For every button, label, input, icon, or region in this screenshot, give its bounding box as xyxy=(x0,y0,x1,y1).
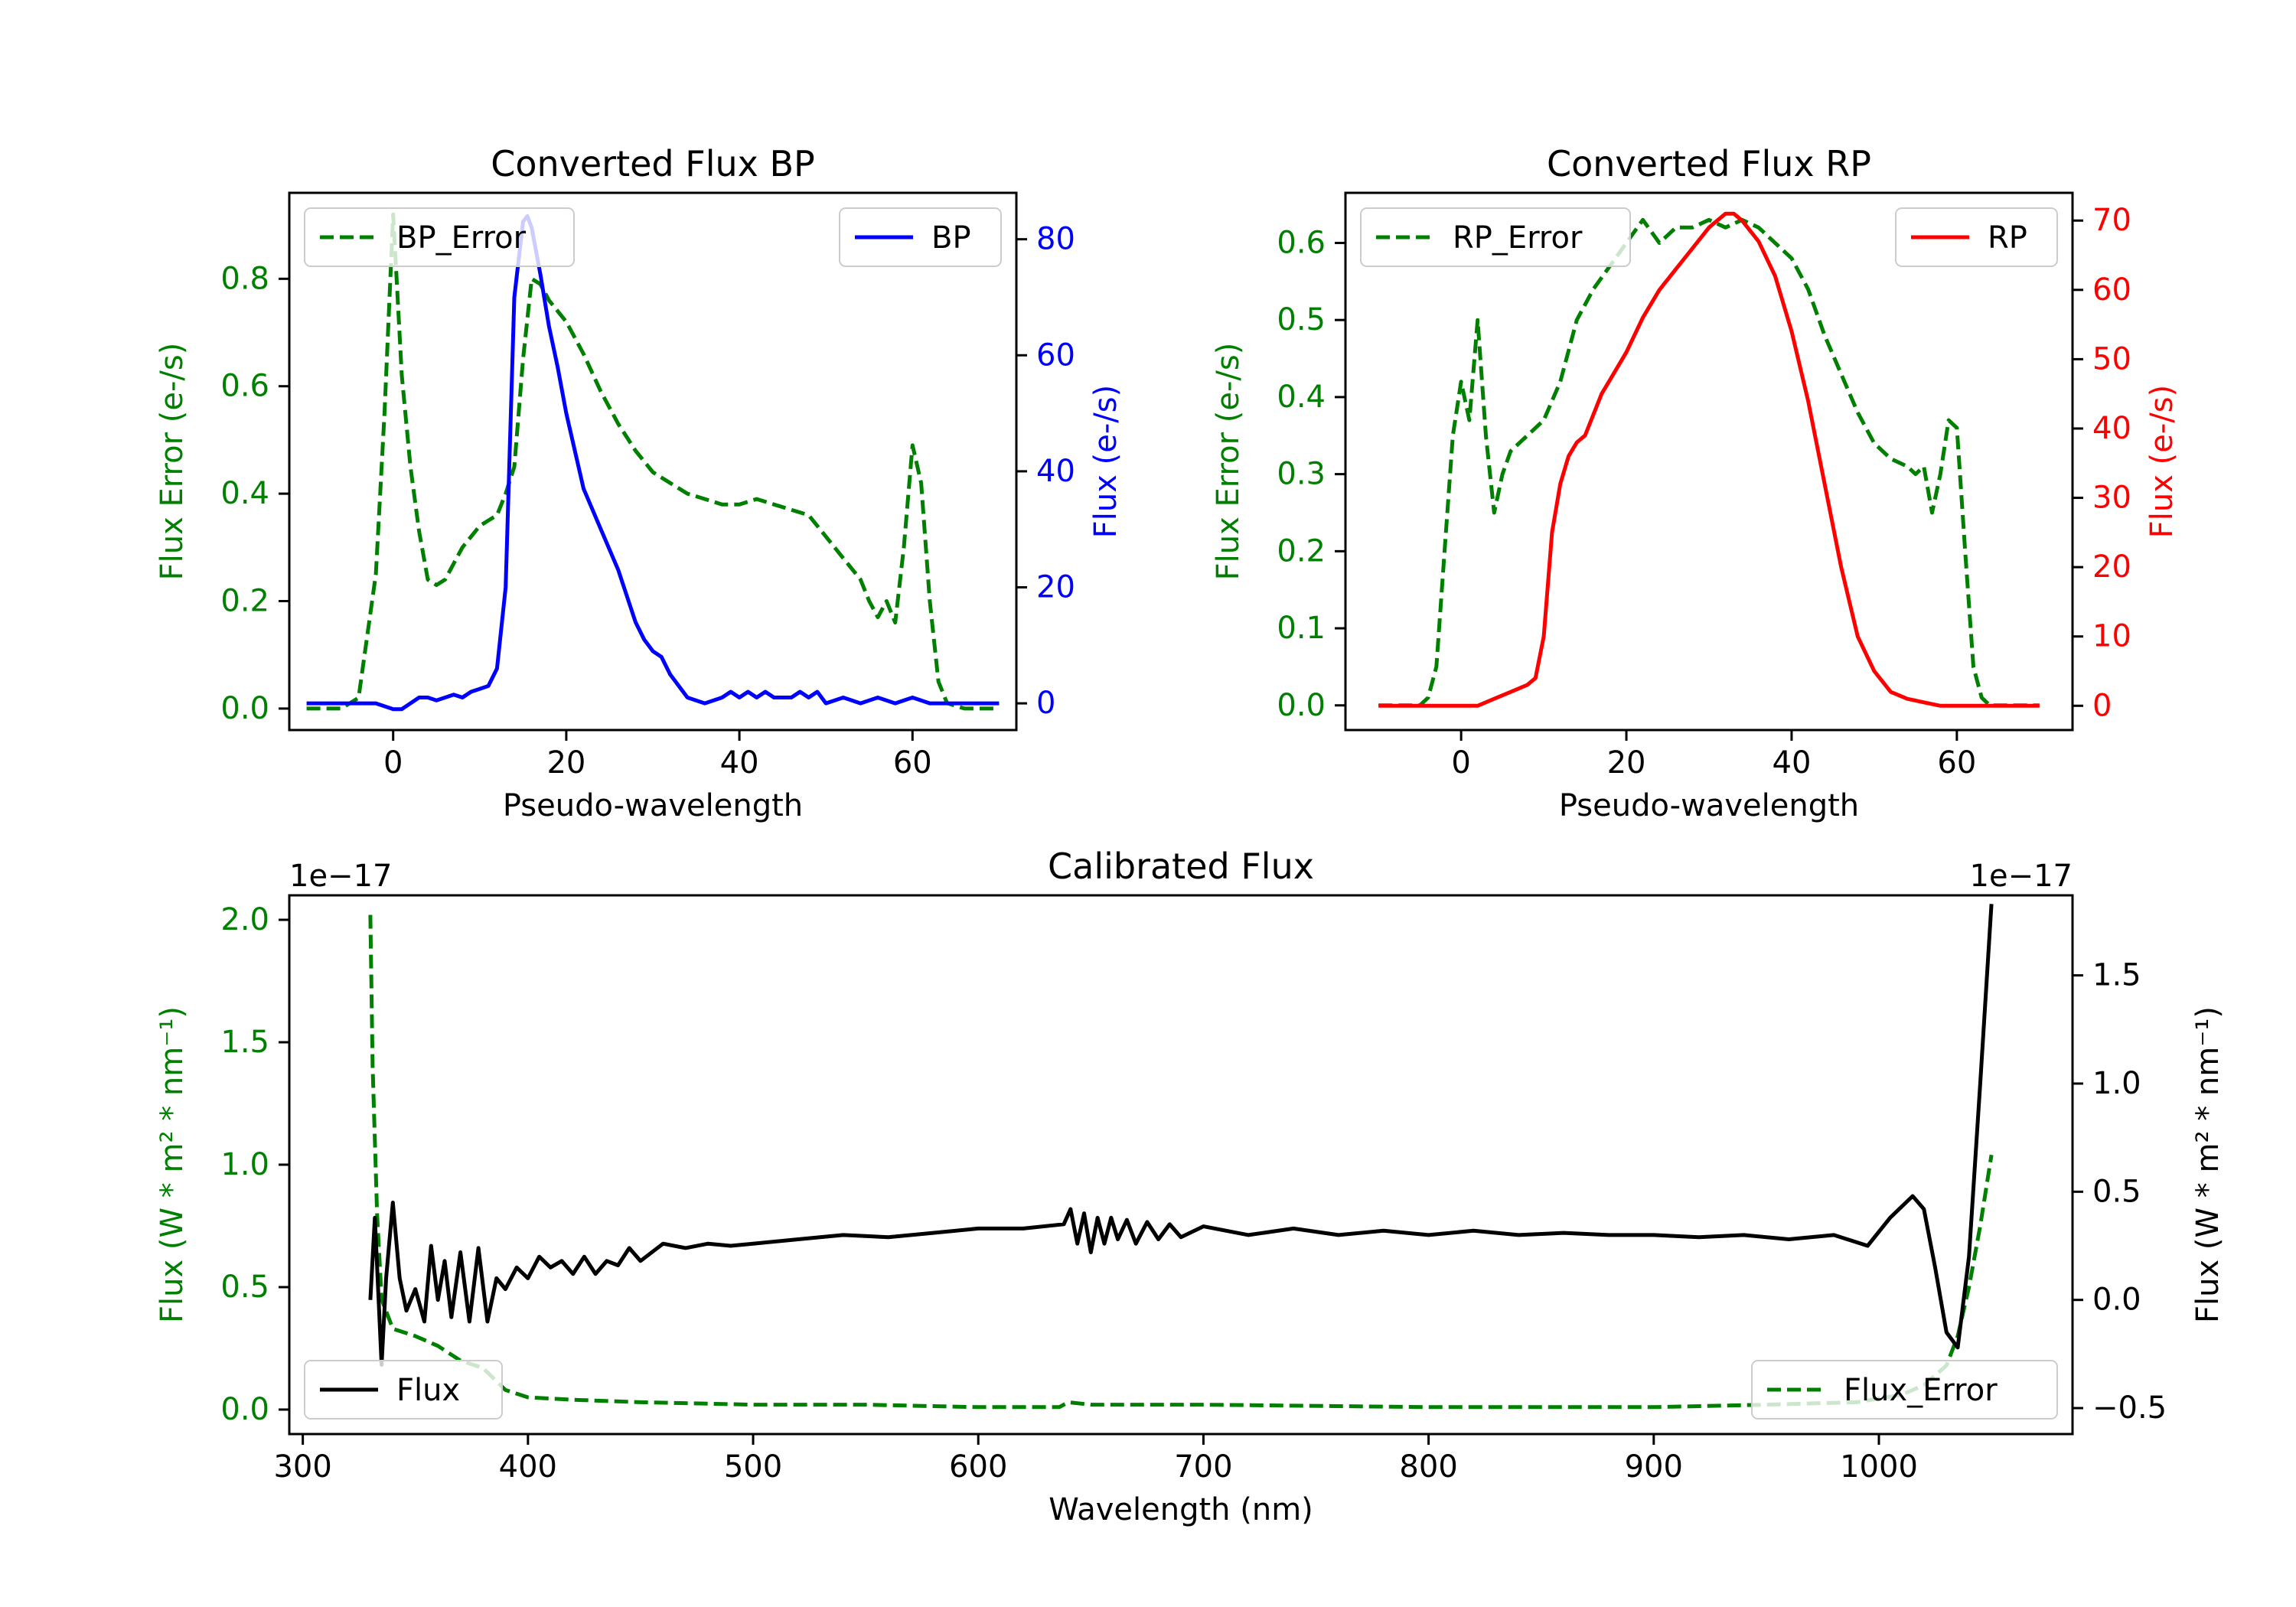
legend-rp-error: RP_Error xyxy=(1360,207,1631,267)
x-axis-label: Wavelength (nm) xyxy=(1049,1492,1313,1527)
y-right-axis-label: Flux (W * m² * nm⁻¹) xyxy=(2190,1006,2226,1323)
x-tick-label: 20 xyxy=(546,745,585,781)
chart-converted-flux-rp: 0 20 40 60 0.0 0.1 0.2 0.3 0.4 0.5 0.6 0 10 20 30 40 50 6… xyxy=(1211,143,2180,823)
plot-frame xyxy=(1344,191,2074,732)
legend-box xyxy=(1895,207,2058,267)
legend-bp-error: BP_Error xyxy=(304,207,575,267)
y-left-tick-label: 0.2 xyxy=(1277,533,1326,569)
legend-label: Flux_Error xyxy=(1844,1373,1998,1408)
plot-frame xyxy=(288,894,2074,1436)
y-right-tick-label: 70 xyxy=(2092,203,2131,238)
plot-frame xyxy=(288,191,1018,732)
y-right-tick-label: 20 xyxy=(2092,549,2131,585)
x-tick-label: 60 xyxy=(1937,745,1976,781)
y-left-tick-label: 1.5 xyxy=(220,1025,269,1060)
x-tick-label: 300 xyxy=(273,1449,331,1485)
y-right-tick-label: 30 xyxy=(2092,481,2131,516)
x-tick-label: 20 xyxy=(1607,745,1646,781)
x-axis-label: Pseudo-wavelength xyxy=(503,788,803,823)
legend-flux-error: Flux_Error xyxy=(1751,1360,2058,1420)
y-left-tick-label: 2.0 xyxy=(220,902,269,937)
y-left-axis-label: Flux Error (e-/s) xyxy=(155,343,190,581)
chart-title: Calibrated Flux xyxy=(1048,846,1314,887)
y-right-tick-label: 20 xyxy=(1036,570,1075,605)
x-tick-label: 900 xyxy=(1625,1449,1683,1485)
y-left-tick-label: 0.0 xyxy=(220,691,269,726)
y-right-axis-label: Flux (e-/s) xyxy=(2144,385,2180,538)
y-right-tick-label: 10 xyxy=(2092,619,2131,654)
chart-calibrated-flux: 300 400 500 600 700 800 900 1000 0.0 0.5 1.0 1.5 2.0… xyxy=(155,846,2226,1527)
y-left-tick-label: 0.1 xyxy=(1277,611,1326,646)
legend-label: BP xyxy=(931,220,971,256)
legend-label: Flux xyxy=(396,1373,460,1408)
y-right-tick-label: 50 xyxy=(2092,341,2131,376)
series-line-flux xyxy=(368,904,1994,1367)
legend-bp: BP xyxy=(839,207,1002,267)
y-right-tick-label: 1.5 xyxy=(2092,958,2141,993)
legend-rp: RP xyxy=(1895,207,2058,267)
y-right-tick-label: 80 xyxy=(1036,222,1075,257)
legend-box xyxy=(839,207,1002,267)
y-right-axis-label: Flux (e-/s) xyxy=(1088,385,1124,538)
x-tick-label: 700 xyxy=(1174,1449,1232,1485)
legend-box xyxy=(304,1360,503,1420)
y-left-offset-label: 1e−17 xyxy=(289,859,392,894)
y-left-tick-label: 0.2 xyxy=(220,584,269,619)
x-axis-label: Pseudo-wavelength xyxy=(1559,788,1859,823)
y-right-tick-label: 0.0 xyxy=(2092,1283,2141,1318)
y-left-tick-label: 1.0 xyxy=(220,1147,269,1182)
chart-title: Converted Flux RP xyxy=(1547,143,1871,184)
x-tick-label: 60 xyxy=(893,745,932,781)
x-tick-label: 40 xyxy=(720,745,759,781)
chart-title: Converted Flux BP xyxy=(491,143,815,184)
y-left-tick-label: 0.0 xyxy=(1277,688,1326,723)
y-right-tick-label: 40 xyxy=(2092,411,2131,446)
y-left-axis-label: Flux (W * m² * nm⁻¹) xyxy=(155,1006,190,1323)
series-line-rp xyxy=(1378,211,2040,708)
y-right-tick-label: 60 xyxy=(1036,337,1075,373)
y-left-tick-label: 0.4 xyxy=(220,476,269,511)
y-right-tick-label: 0 xyxy=(1036,686,1055,721)
x-tick-label: 600 xyxy=(949,1449,1007,1485)
legend-label: BP_Error xyxy=(396,220,527,256)
series-line-rp-error xyxy=(1378,217,2040,708)
x-tick-label: 0 xyxy=(1451,745,1470,781)
y-left-tick-label: 0.0 xyxy=(220,1392,269,1427)
y-right-tick-label: 0.5 xyxy=(2092,1174,2141,1209)
x-tick-label: 40 xyxy=(1773,745,1812,781)
y-right-offset-label: 1e−17 xyxy=(1970,859,2073,894)
legend-box xyxy=(304,207,575,267)
legend-box xyxy=(1751,1360,2058,1420)
y-right-tick-label: 1.0 xyxy=(2092,1066,2141,1101)
series-line-bp xyxy=(306,214,1000,712)
x-tick-label: 1000 xyxy=(1840,1449,1918,1485)
legend-label: RP xyxy=(1988,220,2027,256)
y-right-tick-label: 40 xyxy=(1036,454,1075,489)
series-line-bp-error xyxy=(306,212,1000,711)
y-left-tick-label: 0.5 xyxy=(1277,302,1326,337)
y-left-tick-label: 0.8 xyxy=(220,261,269,296)
y-left-tick-label: 0.6 xyxy=(220,369,269,404)
y-right-tick-label: −0.5 xyxy=(2092,1390,2167,1426)
y-left-tick-label: 0.4 xyxy=(1277,380,1326,415)
y-right-tick-label: 0 xyxy=(2092,688,2112,723)
x-tick-label: 0 xyxy=(383,745,403,781)
x-tick-label: 800 xyxy=(1399,1449,1457,1485)
chart-converted-flux-bp: 0 20 40 60 0.0 0.2 0.4 0.6 0.8 0 20 40 60 80 Converted… xyxy=(155,143,1124,823)
y-left-tick-label: 0.5 xyxy=(220,1270,269,1305)
series-line-flux-error xyxy=(368,914,1994,1410)
legend-flux: Flux xyxy=(304,1360,503,1420)
y-left-tick-label: 0.3 xyxy=(1277,457,1326,492)
legend-label: RP_Error xyxy=(1453,220,1583,256)
y-right-tick-label: 60 xyxy=(2092,272,2131,308)
x-tick-label: 500 xyxy=(724,1449,782,1485)
y-left-tick-label: 0.6 xyxy=(1277,225,1326,260)
legend-box xyxy=(1360,207,1631,267)
y-left-axis-label: Flux Error (e-/s) xyxy=(1211,343,1246,581)
x-tick-label: 400 xyxy=(499,1449,557,1485)
